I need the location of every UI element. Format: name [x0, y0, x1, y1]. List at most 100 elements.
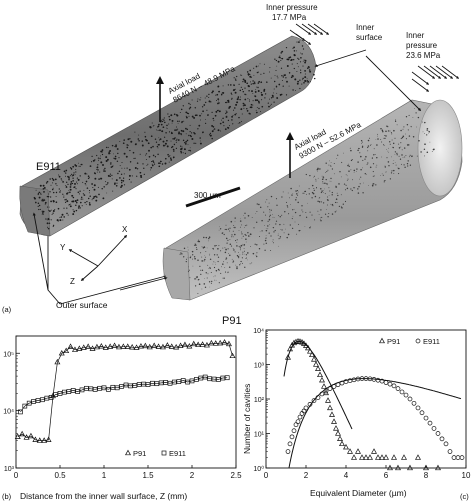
e911-cavity — [91, 199, 93, 201]
p91-cavity — [326, 171, 328, 173]
p91-cavity — [313, 188, 315, 189]
p91-cavity — [273, 231, 275, 233]
p91-cavity — [311, 214, 313, 216]
p91-cavity — [187, 257, 189, 259]
p91-cavity — [341, 207, 343, 209]
e911-cavity — [220, 130, 222, 132]
p91-cavity — [317, 200, 319, 203]
p91-cavity — [322, 182, 324, 184]
p91-cavity — [294, 221, 296, 223]
p91-cavity — [244, 266, 246, 268]
chart-c-point-p91 — [415, 454, 421, 460]
chart-c-point-p91 — [347, 448, 353, 454]
p91-cavity — [291, 194, 293, 196]
p91-cavity — [198, 283, 201, 285]
e911-cavity — [180, 108, 183, 111]
p91-cavity — [321, 190, 323, 192]
p91-cavity — [226, 262, 228, 264]
p91-cavity — [322, 202, 325, 204]
chart-c-point-e911 — [323, 388, 329, 394]
p91-cavity — [295, 190, 297, 192]
e911-cavity — [249, 100, 251, 102]
e911-cavity — [303, 59, 305, 61]
e911-cavity — [170, 147, 173, 149]
e911-cavity — [197, 98, 199, 100]
e911-cavity — [141, 140, 144, 142]
e911-cavity — [110, 175, 111, 177]
e911-cavity — [74, 186, 76, 188]
chart-c-point-p91 — [359, 454, 365, 460]
p91-cavity — [402, 135, 405, 138]
chart-b-legend-p91: P91 — [133, 449, 146, 458]
e911-cavity — [264, 93, 267, 95]
e911-cavity — [62, 219, 64, 221]
chart-c-point-p91 — [329, 411, 335, 417]
p91-cavity — [264, 225, 265, 226]
e911-cavity — [37, 205, 39, 207]
e911-cavity — [113, 157, 115, 159]
e911-cavity — [234, 88, 236, 90]
coordinate-axes — [68, 234, 128, 282]
e911-cavity — [256, 86, 258, 88]
e911-cavity — [182, 130, 185, 133]
chart-c-point-e911 — [295, 419, 301, 425]
p91-cavity — [388, 147, 390, 149]
e911-cavity — [112, 164, 114, 166]
p91-cavity — [382, 174, 384, 176]
e911-cavity — [173, 143, 176, 146]
e911-cavity — [71, 169, 73, 170]
p91-cavity — [240, 244, 243, 247]
e911-cavity — [75, 164, 78, 167]
p91-cavity — [283, 232, 285, 234]
p91-cavity — [244, 212, 246, 214]
e911-cavity — [180, 145, 182, 147]
p91-cavity — [320, 219, 322, 222]
p91-cavity — [193, 256, 196, 258]
e911-cavity — [231, 119, 233, 121]
p91-cavity — [240, 247, 241, 249]
p91-cavity — [401, 136, 404, 139]
e911-cavity — [276, 75, 278, 77]
e911-cavity — [256, 107, 258, 109]
p91-cavity — [190, 255, 192, 257]
e911-cavity — [52, 212, 54, 214]
p91-cavity — [373, 175, 375, 177]
p91-cavity — [225, 237, 228, 240]
p91-cavity — [215, 279, 217, 281]
e911-cavity — [189, 106, 192, 109]
p91-cavity — [232, 236, 234, 238]
e911-cavity — [275, 85, 278, 88]
chart-c-point-p91 — [401, 454, 407, 460]
p91-cavity — [360, 176, 362, 178]
p91-cavity — [282, 191, 284, 193]
e911-cavity — [157, 129, 159, 131]
e911-cavity — [247, 73, 250, 76]
p91-cavity — [360, 155, 362, 158]
p91-cavity — [388, 141, 391, 143]
e911-cavity — [115, 144, 117, 146]
e911-cavity — [102, 197, 105, 200]
e911-cavity — [270, 77, 272, 79]
e911-cavity — [218, 100, 219, 102]
chart-b-point-p91 — [63, 347, 70, 354]
chart-c-point-p91 — [327, 404, 333, 411]
p91-cavity — [327, 169, 329, 171]
p91-cavity — [424, 143, 426, 145]
p91-cavity — [428, 130, 430, 133]
e911-cavity — [69, 183, 72, 186]
e911-cavity — [96, 167, 98, 169]
p91-cavity — [225, 228, 227, 231]
p91-cavity — [393, 169, 395, 172]
chart-b-point-e911 — [150, 380, 155, 386]
e911-cavity — [70, 175, 72, 177]
e911-cavity — [128, 178, 130, 181]
e911-cavity — [115, 145, 117, 148]
e911-cavity — [81, 163, 83, 166]
e911-cavity — [37, 193, 40, 195]
p91-cavity — [203, 260, 205, 262]
p91-cavity — [191, 250, 194, 253]
e911-cavity — [242, 78, 245, 81]
e911-cavity — [86, 200, 88, 203]
e911-cavity — [304, 70, 306, 72]
e911-cavity — [228, 125, 231, 127]
